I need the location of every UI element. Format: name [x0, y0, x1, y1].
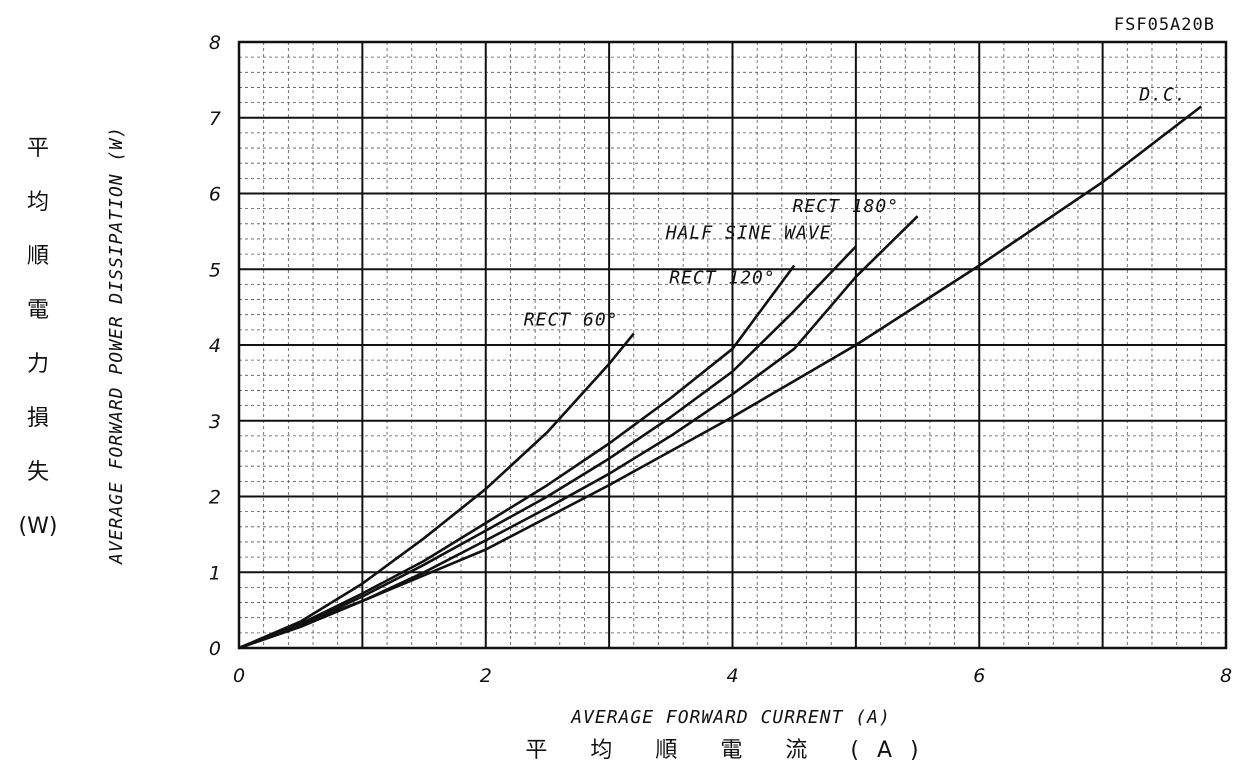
series-label: D.C. [1138, 84, 1186, 105]
y-axis-label-jp-char: 力 [27, 352, 49, 377]
tick-labels: 0 2 4 6 8 0 1 2 3 4 5 6 7 8 [209, 32, 1232, 687]
series-label: RECT 60° [524, 310, 619, 331]
series-label: RECT 120° [669, 267, 776, 288]
y-tick-label: 5 [209, 259, 221, 281]
y-tick-label: 3 [209, 411, 221, 433]
y-axis-label-jp-char: 平 [27, 136, 49, 161]
series-line [238, 332, 635, 650]
plot-frame [237, 40, 1228, 650]
y-tick-label: 4 [209, 335, 221, 357]
y-axis-label-jp-char: 均 [27, 190, 49, 215]
series-layer: RECT 60° RECT 120° HALF SINE WAVE RECT 180°… [238, 84, 1203, 650]
series-label: HALF SINE WAVE [665, 223, 832, 244]
chart-title: FSF05A20B [1114, 15, 1215, 35]
x-tick-label: 6 [973, 665, 985, 687]
x-axis-label-jp: 平 均 順 電 流 (A) [525, 738, 936, 763]
y-tick-label: 0 [209, 638, 221, 660]
y-axis-label-jp-char: 電 [27, 298, 49, 323]
series-line [238, 264, 796, 650]
y-axis-label-jp-char: 損 [27, 406, 49, 431]
y-tick-label: 1 [209, 562, 221, 584]
x-tick-label: 4 [726, 665, 738, 687]
x-tick-label: 0 [233, 665, 245, 687]
series-line [238, 105, 1203, 650]
y-axis-label-jp-char: (W) [19, 514, 58, 539]
major-gridlines [239, 42, 1226, 648]
x-axis-label: AVERAGE FORWARD CURRENT (A) [570, 707, 891, 728]
series-line [238, 245, 857, 650]
series-label: RECT 180° [793, 196, 900, 217]
x-tick-label: 2 [480, 665, 492, 687]
y-axis-label-jp-char: 順 [27, 244, 49, 269]
y-axis-label-jp-char: 失 [27, 460, 49, 485]
y-tick-label: 8 [209, 32, 221, 54]
series-line [238, 215, 919, 650]
y-tick-label: 7 [209, 108, 221, 130]
x-tick-label: 8 [1220, 665, 1232, 687]
y-tick-label: 6 [209, 184, 221, 206]
y-tick-label: 2 [209, 487, 221, 509]
y-axis-label: AVERAGE FORWARD POWER DISSIPATION (W) [106, 126, 127, 565]
